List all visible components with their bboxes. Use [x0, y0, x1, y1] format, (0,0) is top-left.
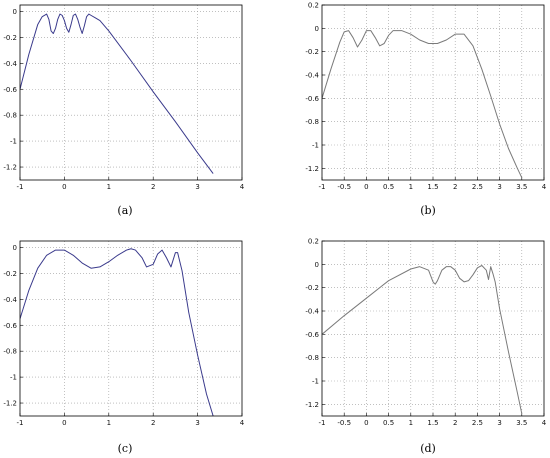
y-tick-label: 0.2	[308, 2, 319, 10]
y-tick-label: -1	[10, 374, 17, 382]
panel-d: -1 -0.5 0 0.5 1 1.5 2 2.5 3 3.5 4 0.2 0 -0.2 -0.4 -0.6 -…	[305, 238, 546, 428]
x-tick-label: 0.5	[383, 183, 394, 191]
y-tick-label: -0.6	[3, 322, 17, 330]
y-tick-label: 0	[13, 8, 17, 16]
axes-frame	[321, 240, 545, 417]
axes-frame	[321, 4, 545, 181]
y-tick-label: -1	[312, 378, 319, 386]
panel-a: -1 0 1 2 3 4 0 -0.2 -0.4 -0.6 -0.8 -1 -1.2	[3, 4, 245, 191]
x-tick-label: 0	[364, 419, 368, 427]
y-tick-label: -0.8	[3, 112, 17, 120]
y-tick-label: -0.4	[305, 72, 319, 80]
x-tick-label: 3	[497, 183, 501, 191]
y-tick-label: 0	[315, 261, 319, 269]
y-tick-label: -1	[312, 142, 319, 150]
x-tick-label: 0	[364, 183, 368, 191]
x-tick-label: 1	[409, 183, 413, 191]
caption-c: (c)	[118, 442, 133, 455]
y-tick-label: -0.4	[3, 296, 17, 304]
x-tick-label: 0.5	[383, 419, 394, 427]
x-tick-label: 1.5	[427, 183, 438, 191]
x-tick-label: 4	[542, 183, 547, 191]
x-tick-label: -0.5	[337, 183, 351, 191]
y-tick-label: -1.2	[305, 165, 319, 173]
caption-d: (d)	[420, 442, 436, 455]
axes-frame	[19, 240, 243, 417]
y-tick-label: 0.2	[308, 238, 319, 246]
x-tick-label: -1	[17, 419, 24, 427]
series-line	[322, 265, 523, 414]
x-tick-label: 0	[62, 183, 66, 191]
x-tick-label: -1	[17, 183, 24, 191]
y-tick-label: -0.8	[3, 348, 17, 356]
x-tick-label: -0.5	[337, 419, 351, 427]
y-tick-label: 0	[13, 244, 17, 252]
x-tick-label: 2.5	[472, 183, 483, 191]
panel-b: -1 -0.5 0 0.5 1 1.5 2 2.5 3 3.5 4 0.2 0 -0.2 -0.4 -0.6 -…	[305, 2, 546, 192]
x-tick-label: 3.5	[516, 419, 527, 427]
x-tick-label: 2.5	[472, 419, 483, 427]
x-tick-label: -1	[319, 419, 326, 427]
x-tick-label: 0	[62, 419, 66, 427]
y-tick-label: -1.2	[305, 401, 319, 409]
x-tick-label: 3	[497, 419, 501, 427]
x-tick-label: 1	[107, 183, 111, 191]
plot-area	[20, 241, 242, 416]
x-tick-label: 3	[195, 419, 199, 427]
y-tick-label: -0.2	[3, 270, 17, 278]
y-tick-label: -0.8	[305, 118, 319, 126]
x-tick-label: 4	[240, 183, 245, 191]
y-tick-label: -0.2	[3, 34, 17, 42]
y-tick-label: -0.8	[305, 354, 319, 362]
y-tick-label: -0.6	[3, 86, 17, 94]
y-tick-label: -1	[10, 138, 17, 146]
y-tick-label: -1.2	[3, 164, 17, 172]
x-tick-label: 2	[151, 419, 155, 427]
y-tick-label: -0.6	[305, 331, 319, 339]
caption-b: (b)	[420, 204, 436, 217]
caption-a: (a)	[117, 204, 132, 217]
panel-c: -1 0 1 2 3 4 0 -0.2 -0.4 -0.6 -0.8 -1 -1.2	[3, 240, 245, 427]
x-tick-label: 2	[453, 419, 457, 427]
x-tick-label: 4	[542, 419, 547, 427]
x-tick-label: 1	[107, 419, 111, 427]
x-tick-label: 1	[409, 419, 413, 427]
y-tick-label: -0.2	[305, 284, 319, 292]
y-tick-label: -1.2	[3, 400, 17, 408]
x-tick-label: 1.5	[427, 419, 438, 427]
y-tick-label: -0.4	[3, 60, 17, 68]
x-tick-label: -1	[319, 183, 326, 191]
series-line	[20, 248, 214, 416]
y-tick-label: -0.4	[305, 308, 319, 316]
x-tick-label: 3	[195, 183, 199, 191]
series-line	[20, 13, 214, 174]
plot-area	[20, 5, 242, 180]
axes-frame	[19, 4, 243, 181]
x-tick-label: 2	[453, 183, 457, 191]
series-line	[322, 30, 523, 178]
y-tick-label: -0.2	[305, 48, 319, 56]
y-tick-label: -0.6	[305, 95, 319, 103]
x-tick-label: 4	[240, 419, 245, 427]
x-tick-label: 2	[151, 183, 155, 191]
y-tick-label: 0	[315, 25, 319, 33]
x-tick-label: 3.5	[516, 183, 527, 191]
